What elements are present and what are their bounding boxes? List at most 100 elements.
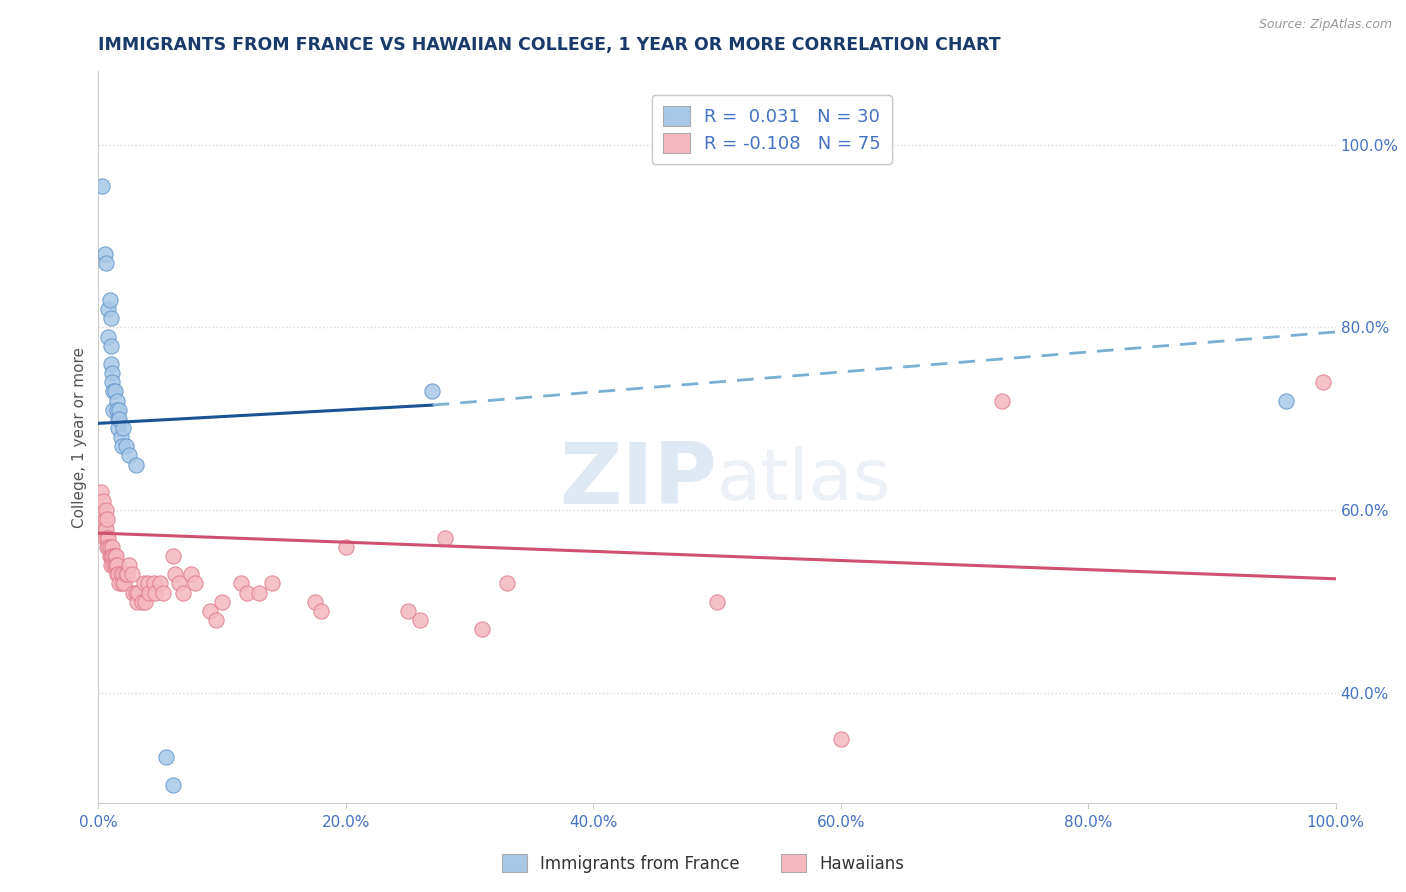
Point bbox=[112, 567, 135, 582]
Point bbox=[138, 585, 160, 599]
Point bbox=[107, 567, 129, 582]
Point bbox=[93, 512, 115, 526]
Legend: Immigrants from France, Hawaiians: Immigrants from France, Hawaiians bbox=[495, 847, 911, 880]
Legend: R =  0.031   N = 30, R = -0.108   N = 75: R = 0.031 N = 30, R = -0.108 N = 75 bbox=[652, 95, 891, 164]
Point bbox=[101, 376, 124, 390]
Point bbox=[93, 494, 115, 508]
Point bbox=[93, 247, 115, 261]
Text: atlas: atlas bbox=[717, 447, 891, 516]
Point bbox=[124, 458, 146, 472]
Point bbox=[198, 604, 221, 618]
Point bbox=[104, 558, 127, 573]
Point bbox=[91, 178, 114, 193]
Point bbox=[96, 531, 118, 545]
Point bbox=[131, 595, 153, 609]
Point bbox=[93, 531, 115, 545]
Point bbox=[98, 540, 121, 554]
Point bbox=[167, 576, 190, 591]
Point bbox=[97, 531, 120, 545]
Point bbox=[236, 585, 259, 599]
Point bbox=[205, 613, 228, 627]
Point bbox=[149, 576, 172, 591]
Point bbox=[304, 595, 326, 609]
Point bbox=[309, 604, 332, 618]
Point bbox=[91, 503, 114, 517]
Point bbox=[100, 549, 122, 563]
Point bbox=[247, 585, 270, 599]
Point bbox=[134, 576, 156, 591]
Point bbox=[105, 393, 128, 408]
Point bbox=[471, 622, 494, 636]
Point bbox=[105, 402, 128, 417]
Point bbox=[121, 567, 143, 582]
Point bbox=[122, 585, 145, 599]
Point bbox=[103, 558, 125, 573]
Point bbox=[94, 503, 117, 517]
Point bbox=[100, 357, 122, 371]
Point bbox=[112, 421, 135, 435]
Point bbox=[108, 412, 131, 426]
Point bbox=[94, 256, 117, 270]
Point bbox=[90, 485, 112, 500]
Point bbox=[1275, 393, 1298, 408]
Point bbox=[1312, 376, 1334, 390]
Point bbox=[98, 293, 121, 307]
Point bbox=[118, 558, 141, 573]
Point bbox=[105, 558, 128, 573]
Point bbox=[830, 731, 852, 746]
Point bbox=[103, 402, 125, 417]
Point bbox=[107, 421, 129, 435]
Point bbox=[125, 595, 148, 609]
Point bbox=[155, 750, 177, 764]
Point bbox=[433, 531, 456, 545]
Point bbox=[152, 585, 174, 599]
Text: Source: ZipAtlas.com: Source: ZipAtlas.com bbox=[1258, 18, 1392, 31]
Point bbox=[422, 384, 444, 399]
Point bbox=[100, 339, 122, 353]
Point bbox=[706, 595, 728, 609]
Point bbox=[143, 585, 166, 599]
Point bbox=[118, 449, 141, 463]
Point bbox=[97, 302, 120, 317]
Point bbox=[98, 549, 121, 563]
Point bbox=[495, 576, 517, 591]
Point bbox=[108, 576, 131, 591]
Point bbox=[101, 549, 124, 563]
Point bbox=[97, 329, 120, 343]
Point bbox=[115, 567, 138, 582]
Point bbox=[162, 549, 184, 563]
Point bbox=[162, 778, 184, 792]
Point bbox=[110, 430, 132, 444]
Point bbox=[100, 311, 122, 326]
Point bbox=[143, 576, 166, 591]
Y-axis label: College, 1 year or more: College, 1 year or more bbox=[72, 347, 87, 527]
Point bbox=[93, 521, 115, 535]
Point bbox=[990, 393, 1012, 408]
Point bbox=[136, 576, 159, 591]
Point bbox=[105, 567, 128, 582]
Text: IMMIGRANTS FROM FRANCE VS HAWAIIAN COLLEGE, 1 YEAR OR MORE CORRELATION CHART: IMMIGRANTS FROM FRANCE VS HAWAIIAN COLLE… bbox=[98, 36, 1001, 54]
Point bbox=[108, 402, 131, 417]
Point bbox=[409, 613, 432, 627]
Point bbox=[335, 540, 357, 554]
Point bbox=[127, 585, 149, 599]
Point bbox=[260, 576, 283, 591]
Point bbox=[96, 512, 118, 526]
Point bbox=[172, 585, 194, 599]
Point bbox=[165, 567, 187, 582]
Text: ZIP: ZIP bbox=[560, 440, 717, 523]
Point bbox=[96, 540, 118, 554]
Point bbox=[124, 585, 146, 599]
Point bbox=[114, 567, 136, 582]
Point bbox=[101, 540, 124, 554]
Point bbox=[103, 549, 125, 563]
Point bbox=[110, 567, 132, 582]
Point bbox=[103, 384, 125, 399]
Point bbox=[180, 567, 202, 582]
Point bbox=[103, 549, 125, 563]
Point bbox=[103, 384, 125, 399]
Point bbox=[94, 521, 117, 535]
Point bbox=[97, 540, 120, 554]
Point bbox=[104, 549, 127, 563]
Point bbox=[184, 576, 207, 591]
